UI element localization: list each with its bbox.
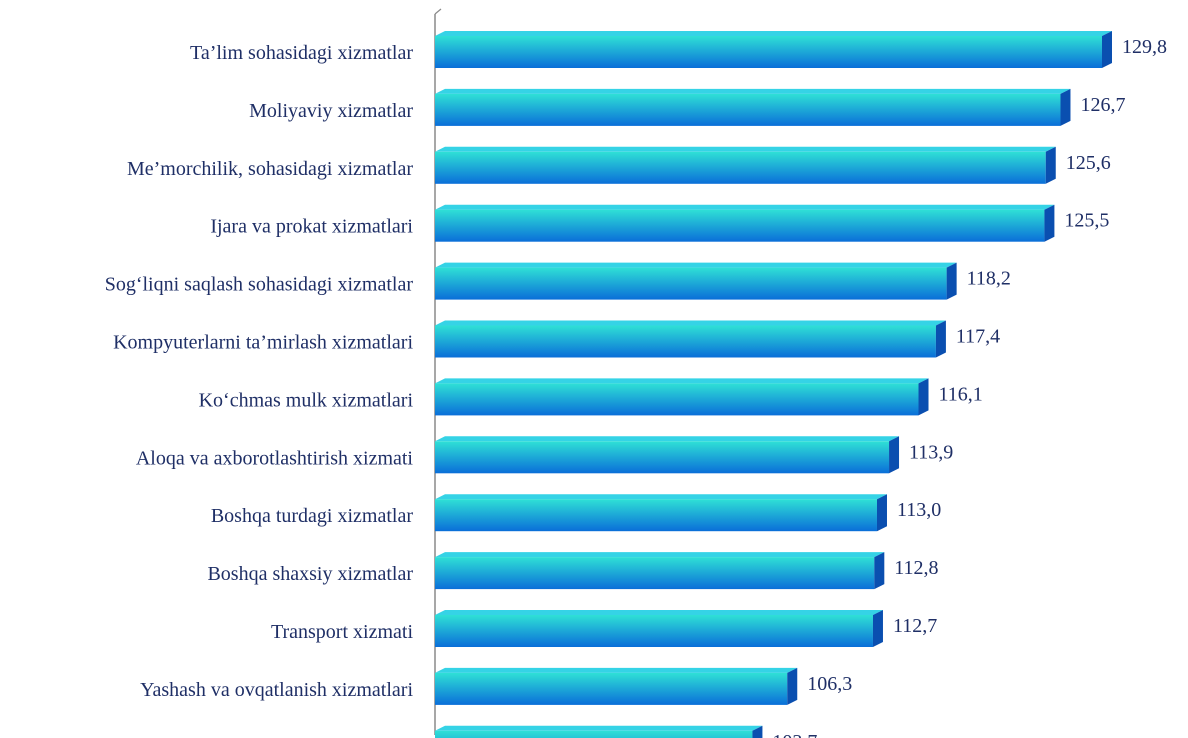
bar-top-face	[435, 552, 884, 557]
data-label: 129,8	[1122, 36, 1167, 58]
bar-side-face	[889, 436, 899, 473]
bar	[435, 326, 936, 358]
bar-side-face	[1060, 89, 1070, 126]
data-label: 125,6	[1066, 152, 1111, 174]
bar	[435, 615, 873, 647]
bar-side-face	[936, 321, 946, 358]
bar	[435, 673, 787, 705]
bar	[435, 383, 919, 415]
category-label: Moliyaviy xizmatlar	[249, 100, 413, 122]
bar-top-face	[435, 494, 887, 499]
bar	[435, 499, 877, 531]
bar-top-face	[435, 263, 957, 268]
data-label: 126,7	[1080, 94, 1125, 116]
bar	[435, 441, 889, 473]
category-label: Yashash va ovqatlanish xizmatlari	[140, 679, 413, 701]
category-label: Aloqa va axborotlashtirish xizmati	[136, 447, 414, 469]
category-label: Ko‘chmas mulk xizmatlari	[199, 389, 414, 411]
bar-side-face	[787, 668, 797, 705]
bar-top-face	[435, 205, 1054, 210]
category-label: Transport xizmati	[271, 621, 413, 643]
category-label: Me’morchilik, sohasidagi xizmatlar	[127, 158, 413, 180]
data-label: 106,3	[807, 673, 852, 695]
bar	[435, 210, 1044, 242]
bar-top-face	[435, 89, 1070, 94]
bar-side-face	[1046, 147, 1056, 184]
bar-side-face	[874, 552, 884, 589]
bar	[435, 557, 874, 589]
bar-side-face	[947, 263, 957, 300]
bar	[435, 94, 1060, 126]
bar	[435, 152, 1046, 184]
data-label: 113,0	[897, 499, 941, 521]
bar-top-face	[435, 31, 1112, 36]
bar-side-face	[919, 378, 929, 415]
data-label: 112,8	[894, 557, 938, 579]
bar-top-face	[435, 726, 762, 731]
bar-top-face	[435, 436, 899, 441]
bar	[435, 268, 947, 300]
bar	[435, 731, 752, 738]
data-label: 112,7	[893, 615, 937, 637]
data-label: 116,1	[939, 383, 983, 405]
category-label: Ta’lim sohasidagi xizmatlar	[190, 42, 413, 64]
data-label: 118,2	[967, 268, 1011, 290]
bar-side-face	[1102, 31, 1112, 68]
data-label: 117,4	[956, 326, 1000, 348]
bar-top-face	[435, 610, 883, 615]
y-axis-top-tick	[435, 9, 441, 14]
data-label: 103,7	[772, 731, 817, 738]
bar-side-face	[877, 494, 887, 531]
category-label: Boshqa turdagi xizmatlar	[211, 505, 414, 527]
category-label: Kompyuterlarni ta’mirlash xizmatlari	[113, 332, 413, 354]
bar-side-face	[1044, 205, 1054, 242]
bar-top-face	[435, 378, 929, 383]
data-label: 113,9	[909, 441, 953, 463]
bar-top-face	[435, 321, 946, 326]
category-label: Sog‘liqni saqlash sohasidagi xizmatlar	[105, 274, 414, 296]
bar-top-face	[435, 147, 1056, 152]
bar-top-face	[435, 668, 797, 673]
bar	[435, 36, 1102, 68]
data-label: 125,5	[1064, 210, 1109, 232]
bar-side-face	[873, 610, 883, 647]
category-label: Ijara va prokat xizmatlari	[210, 216, 413, 238]
category-label: Boshqa shaxsiy xizmatlar	[207, 563, 413, 585]
